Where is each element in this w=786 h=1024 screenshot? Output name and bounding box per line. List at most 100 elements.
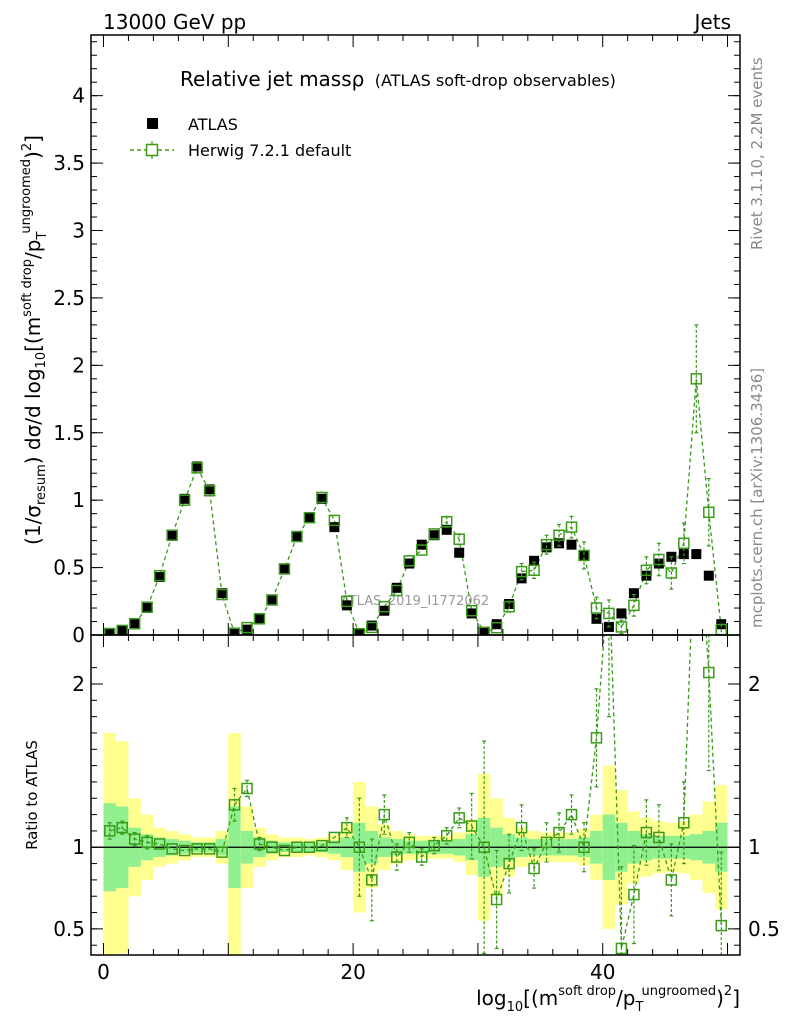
herwig-point-31	[490, 621, 503, 634]
ratio-point-29	[465, 820, 478, 832]
atlas-point-24	[404, 558, 415, 569]
herwig-point-21	[366, 621, 378, 634]
atlas-point-28	[454, 547, 465, 558]
herwig-point-42	[628, 599, 640, 612]
herwig-point-27	[440, 515, 453, 528]
atlas-point-21	[366, 620, 377, 631]
ratio-point-40	[604, 565, 614, 575]
xtick-label-2: 40	[590, 960, 615, 984]
legend-herwig-label: Herwig 7.2.1 default	[188, 141, 351, 160]
ratio-point-43	[640, 826, 653, 839]
ratio-point-44	[653, 831, 665, 844]
mcplots-label: mcplots.cern.ch [arXiv:1306.3436]	[748, 368, 766, 628]
legend-herwig-marker	[145, 143, 159, 157]
top-ytick-label-1: 0.5	[53, 556, 85, 580]
herwig-point-39	[590, 602, 603, 614]
atlas-point-19	[341, 600, 352, 611]
atlas-point-18	[329, 522, 340, 533]
atlas-point-16	[304, 512, 315, 523]
herwig-point-28	[453, 533, 465, 546]
ratio-point-25	[415, 851, 428, 863]
herwig-point-15	[291, 530, 303, 543]
ratio-point-2	[128, 833, 141, 845]
ratio-point-45	[665, 874, 678, 886]
ratio-point-35	[540, 836, 553, 849]
ratio-point-4	[153, 838, 166, 850]
herwig-point-43	[640, 564, 653, 577]
ratio-point-16	[303, 841, 316, 853]
ratio-point-22	[378, 808, 391, 821]
herwig-point-29	[465, 604, 478, 617]
ratio-point-37	[565, 808, 578, 821]
atlas-point-23	[391, 582, 402, 593]
ratio-point-1	[116, 821, 128, 834]
atlas-point-13	[266, 594, 277, 605]
top-ytick-label-8: 4	[72, 84, 85, 108]
herwig-point-33	[515, 565, 528, 578]
atlas-point-48	[703, 570, 714, 581]
atlas-point-7	[192, 461, 203, 472]
ratio-point-38	[578, 841, 590, 853]
ratio-point-18	[328, 831, 341, 844]
atlas-point-20	[354, 628, 365, 635]
top-ytick-label-7: 3.5	[53, 151, 85, 175]
ratio-point-7	[191, 843, 203, 855]
herwig-point-30	[478, 626, 490, 635]
herwig-point-8	[203, 484, 216, 497]
ratio-ytick-label-right-0: 0.5	[748, 917, 780, 941]
atlas-point-15	[291, 531, 302, 542]
herwig-point-26	[428, 528, 440, 540]
ratio-y-label: Ratio to ATLAS	[23, 740, 41, 850]
herwig-point-47	[690, 373, 703, 385]
atlas-point-29	[466, 608, 477, 619]
atlas-point-4	[154, 572, 165, 583]
ratio-point-8	[203, 843, 216, 855]
ratio-point-14	[278, 844, 291, 857]
herwig-point-3	[141, 601, 153, 613]
herwig-point-32	[503, 600, 515, 613]
ratio-point-24	[403, 836, 416, 849]
herwig-point-34	[528, 564, 540, 577]
title-sub: (ATLAS soft-drop observables)	[375, 71, 616, 90]
chart-title: Relative jet massρ (ATLAS soft-drop obse…	[180, 67, 616, 91]
legend: ATLAS Herwig 7.2.1 default	[130, 115, 351, 160]
ratio-line	[109, 635, 722, 949]
herwig-point-19	[341, 595, 353, 608]
herwig-point-13	[266, 594, 278, 606]
top-ytick-label-4: 2	[72, 353, 85, 377]
ratio-point-6	[178, 844, 191, 857]
top-ytick-label-5: 2.5	[53, 286, 85, 310]
main-panel: ATLAS_2019_I1772062 0 0.5 1 1.5 2 2.5 3 3.5 4 Re…	[19, 34, 741, 647]
ratio-point-39	[590, 732, 603, 744]
herwig-point-16	[303, 511, 316, 524]
ratio-point-21	[366, 874, 378, 886]
herwig-point-10	[228, 627, 241, 635]
x-axis-label: log10[(msoft drop/pTungroomed)2]	[476, 984, 740, 1015]
ratio-point-26	[428, 839, 440, 852]
ratio-ytick-label-left-1: 1	[72, 835, 85, 859]
herwig-point-2	[128, 617, 141, 630]
atlas-point-37	[566, 539, 577, 550]
ratio-point-13	[266, 841, 278, 853]
herwig-point-37	[565, 521, 578, 533]
ratio-point-36	[553, 826, 565, 839]
ratio-point-27	[440, 830, 453, 842]
atlas-point-38	[578, 550, 589, 561]
herwig-point-23	[391, 584, 403, 597]
ratio-panel: 0.5 0.51 12 20 20 40 Ratio to ATLAS log10[(ms…	[23, 565, 780, 1015]
header-right: Jets	[693, 10, 731, 34]
atlas-point-10	[229, 628, 240, 635]
herwig-point-9	[216, 588, 228, 601]
xtick-label-1: 20	[340, 960, 365, 984]
legend-atlas-marker	[147, 118, 158, 129]
herwig-point-4	[153, 569, 166, 582]
y-axis-label: (1/σresum) dσ/d log10[(msoft drop/pTungr…	[19, 135, 50, 545]
atlas-point-17	[316, 493, 327, 504]
herwig-point-12	[253, 613, 266, 625]
ratio-ytick-label-right-2: 2	[748, 672, 761, 696]
atlas-point-47	[691, 549, 702, 560]
top-ytick-label-6: 3	[72, 219, 85, 243]
watermark: ATLAS_2019_I1772062	[341, 594, 489, 609]
atlas-point-30	[479, 627, 490, 635]
